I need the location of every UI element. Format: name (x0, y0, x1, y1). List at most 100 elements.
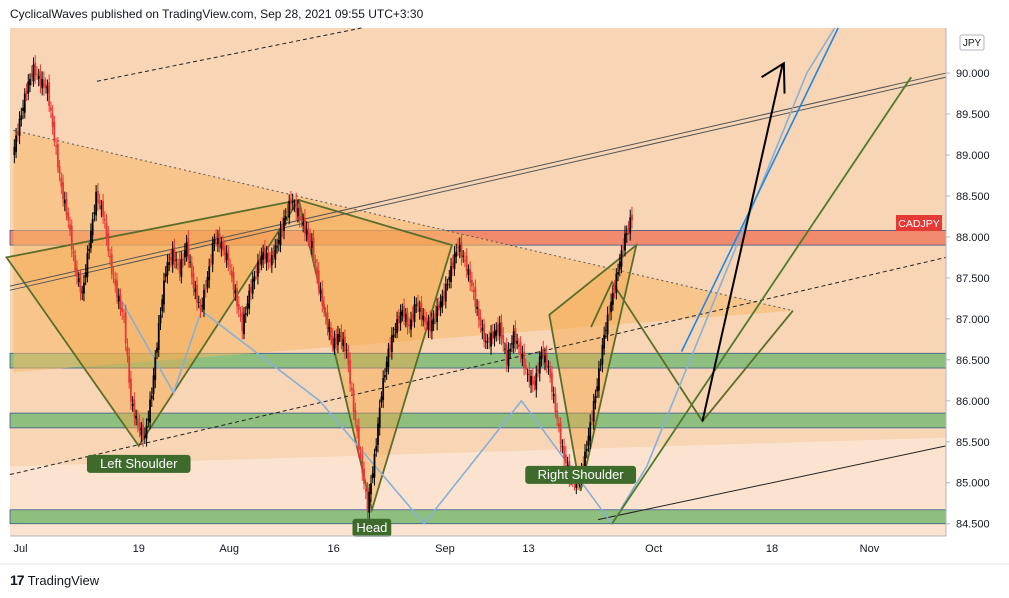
candle-body (380, 396, 383, 403)
candle-body (243, 314, 245, 335)
candle-body (397, 315, 400, 324)
tradingview-footer[interactable]: 17 TradingView (10, 572, 99, 588)
candle-body (389, 344, 392, 350)
candle-body (154, 357, 157, 381)
green-trend-line (611, 76, 912, 525)
candle-body (312, 237, 315, 260)
candle-body (157, 323, 160, 350)
candle-body (152, 375, 155, 395)
candle-body (474, 287, 477, 307)
candle-body (432, 318, 435, 324)
candle-body (270, 255, 273, 266)
candle-body (136, 418, 139, 426)
candle-body (130, 378, 132, 402)
candle-body (601, 344, 604, 365)
candle-body (222, 242, 225, 251)
candle-body (27, 81, 30, 94)
candle-body (43, 79, 45, 88)
candle-body (262, 251, 265, 260)
candle-body (589, 422, 592, 441)
candle-body (83, 282, 85, 294)
candle-body (552, 394, 555, 396)
candle-body (328, 326, 331, 333)
pattern-triangle-2 (297, 198, 454, 514)
candle-body (424, 316, 426, 323)
candle-body (253, 276, 256, 282)
candle-body (103, 218, 106, 221)
candle-body (250, 286, 252, 293)
candle-body (519, 341, 522, 356)
candle-body (183, 251, 186, 258)
target-arrow-head (761, 61, 786, 94)
candle-body (342, 339, 345, 347)
candle-body (269, 259, 271, 262)
candle-body (227, 250, 230, 266)
candle-body (505, 344, 508, 365)
candle-body (504, 348, 506, 350)
candle-body (163, 280, 165, 305)
price-tick-label: 89.500 (956, 109, 990, 121)
candle-body (192, 272, 195, 288)
candle-body (100, 205, 103, 210)
descending-resistance-line (13, 129, 794, 312)
candle-body (549, 368, 552, 378)
candle-body (190, 263, 193, 278)
candle-body (509, 348, 512, 352)
candle-body (189, 261, 191, 263)
time-axis[interactable]: Jul 19 Aug 16 Sep 13 Oct 18 Nov (0, 535, 1009, 565)
candle-body (116, 280, 118, 298)
candle-body (267, 252, 270, 263)
candle-body (371, 473, 374, 479)
candle-body (344, 336, 346, 352)
candle-body (55, 145, 58, 147)
candle-body (618, 261, 621, 270)
dashed-channel-upper (96, 27, 362, 82)
candle-body (16, 131, 19, 135)
candle-body (352, 389, 355, 413)
candle-body (514, 328, 517, 344)
candle-body (88, 248, 91, 252)
candle-body (464, 259, 466, 261)
candle-body (361, 454, 364, 473)
candle-body (491, 331, 494, 339)
candle-body (627, 228, 630, 230)
candle-body (511, 343, 513, 345)
candle-body (246, 303, 249, 310)
candle-body (178, 259, 181, 274)
candle-body (444, 283, 447, 302)
candle-body (502, 335, 505, 344)
time-tick-label: 19 (133, 543, 145, 555)
candlestick-series (13, 55, 633, 521)
candle-body (91, 219, 94, 236)
candle-body (161, 299, 164, 312)
candle-body (556, 410, 559, 419)
candle-body (93, 212, 96, 215)
candle-body (263, 247, 266, 259)
candle-body (180, 259, 183, 278)
candle-body (557, 423, 560, 428)
candle-body (36, 73, 38, 75)
candle-body (531, 376, 534, 385)
candle-body (363, 468, 365, 484)
candle-body (606, 314, 609, 335)
candle-body (596, 386, 599, 392)
dashed-channel-lower (9, 256, 947, 476)
candle-body (523, 351, 526, 368)
candle-body (41, 79, 44, 89)
price-axis[interactable]: 90.000 89.500 89.000 88.500 88.000 87.500 87.0… (896, 28, 990, 536)
candle-body (441, 296, 444, 307)
candle-body (594, 395, 597, 403)
candle-body (86, 253, 89, 277)
candle-body (490, 332, 492, 347)
candle-body (535, 373, 538, 390)
candle-body (265, 253, 268, 263)
candle-body (545, 353, 548, 369)
candle-body (366, 487, 369, 512)
candle-body (49, 107, 52, 111)
candle-body (79, 274, 82, 293)
candle-body (309, 233, 312, 243)
brand-name: TradingView (27, 572, 100, 588)
time-tick-label: 16 (327, 543, 339, 555)
candle-body (147, 418, 150, 421)
